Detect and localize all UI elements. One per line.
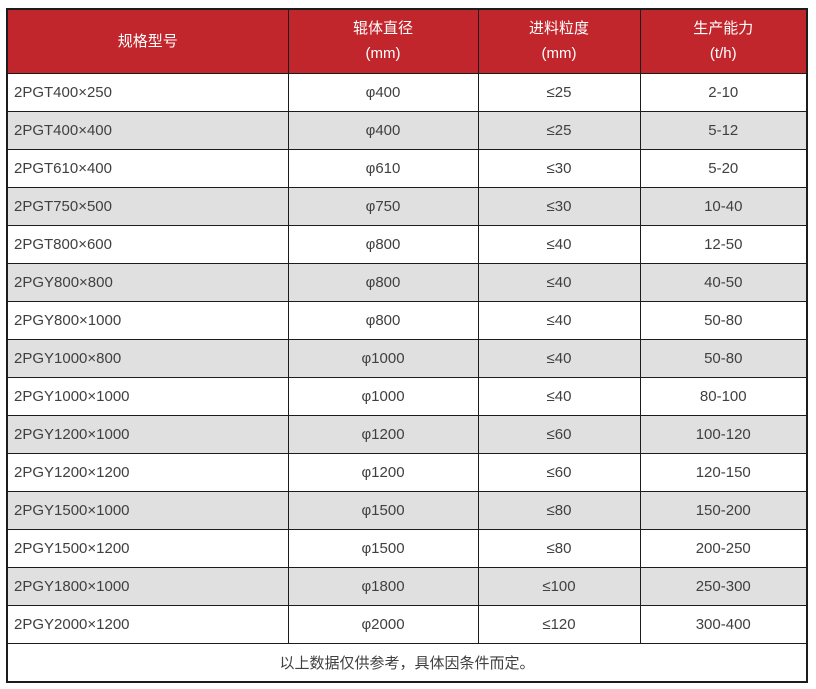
col-header-model-title: 规格型号	[117, 32, 178, 50]
cell-roller-diameter: φ800	[287, 224, 479, 264]
cell-capacity: 150-200	[639, 490, 808, 530]
cell-feed-size: ≤25	[477, 72, 641, 112]
col-header-model: 规格型号	[6, 8, 289, 74]
cell-feed-size: ≤60	[477, 452, 641, 492]
cell-feed-size: ≤25	[477, 110, 641, 150]
header-row: 规格型号 辊体直径 (mm) 进料粒度 (mm) 生产能力 (t/h)	[6, 8, 808, 74]
col-header-roller-diameter: 辊体直径 (mm)	[287, 8, 479, 74]
cell-capacity: 100-120	[639, 414, 808, 454]
cell-model: 2PGY1200×1000	[6, 414, 289, 454]
spec-table-body: 2PGT400×250 φ400 ≤25 2-10 2PGT400×400 φ400 ≤25…	[6, 72, 808, 644]
table-row: 2PGY1200×1200 φ1200 ≤60 120-150	[6, 452, 808, 492]
table-row: 2PGY1000×800 φ1000 ≤40 50-80	[6, 338, 808, 378]
spec-table: 规格型号 辊体直径 (mm) 进料粒度 (mm) 生产能力 (t/h) 2PGT…	[6, 8, 808, 683]
cell-feed-size: ≤80	[477, 490, 641, 530]
cell-feed-size: ≤80	[477, 528, 641, 568]
col-header-capacity-unit: (t/h)	[709, 45, 737, 63]
cell-model: 2PGY2000×1200	[6, 604, 289, 644]
cell-feed-size: ≤40	[477, 376, 641, 416]
table-row: 2PGY2000×1200 φ2000 ≤120 300-400	[6, 604, 808, 644]
cell-roller-diameter: φ400	[287, 110, 479, 150]
cell-capacity: 12-50	[639, 224, 808, 264]
cell-roller-diameter: φ610	[287, 148, 479, 188]
cell-feed-size: ≤30	[477, 148, 641, 188]
cell-capacity: 120-150	[639, 452, 808, 492]
col-header-capacity: 生产能力 (t/h)	[639, 8, 808, 74]
table-row: 2PGY1000×1000 φ1000 ≤40 80-100	[6, 376, 808, 416]
cell-roller-diameter: φ800	[287, 300, 479, 340]
table-row: 2PGT610×400 φ610 ≤30 5-20	[6, 148, 808, 188]
cell-capacity: 80-100	[639, 376, 808, 416]
cell-roller-diameter: φ1800	[287, 566, 479, 606]
table-footnote: 以上数据仅供参考，具体因条件而定。	[6, 642, 808, 683]
spec-table-header: 规格型号 辊体直径 (mm) 进料粒度 (mm) 生产能力 (t/h)	[6, 8, 808, 74]
cell-feed-size: ≤30	[477, 186, 641, 226]
table-row: 2PGY1800×1000 φ1800 ≤100 250-300	[6, 566, 808, 606]
cell-roller-diameter: φ1500	[287, 528, 479, 568]
cell-model: 2PGY800×1000	[6, 300, 289, 340]
cell-roller-diameter: φ1200	[287, 414, 479, 454]
table-row: 2PGY1500×1200 φ1500 ≤80 200-250	[6, 528, 808, 568]
table-row: 2PGY800×800 φ800 ≤40 40-50	[6, 262, 808, 302]
table-row: 2PGT400×400 φ400 ≤25 5-12	[6, 110, 808, 150]
cell-model: 2PGY1200×1200	[6, 452, 289, 492]
cell-model: 2PGY1000×800	[6, 338, 289, 378]
cell-model: 2PGY800×800	[6, 262, 289, 302]
cell-model: 2PGT800×600	[6, 224, 289, 264]
cell-model: 2PGT610×400	[6, 148, 289, 188]
col-header-roller-diameter-title: 辊体直径	[352, 20, 413, 38]
cell-capacity: 5-20	[639, 148, 808, 188]
col-header-feed-size-title: 进料粒度	[528, 20, 589, 38]
cell-model: 2PGY1500×1200	[6, 528, 289, 568]
table-row: 2PGY800×1000 φ800 ≤40 50-80	[6, 300, 808, 340]
table-row: 2PGT750×500 φ750 ≤30 10-40	[6, 186, 808, 226]
col-header-feed-size: 进料粒度 (mm)	[477, 8, 641, 74]
cell-capacity: 2-10	[639, 72, 808, 112]
cell-capacity: 50-80	[639, 338, 808, 378]
cell-roller-diameter: φ2000	[287, 604, 479, 644]
col-header-roller-diameter-unit: (mm)	[365, 45, 401, 63]
cell-feed-size: ≤100	[477, 566, 641, 606]
cell-roller-diameter: φ750	[287, 186, 479, 226]
cell-model: 2PGT400×250	[6, 72, 289, 112]
col-header-feed-size-unit: (mm)	[541, 45, 577, 63]
cell-feed-size: ≤40	[477, 224, 641, 264]
cell-feed-size: ≤40	[477, 300, 641, 340]
spec-table-footer: 以上数据仅供参考，具体因条件而定。	[6, 642, 808, 683]
col-header-capacity-title: 生产能力	[693, 20, 754, 38]
cell-feed-size: ≤120	[477, 604, 641, 644]
cell-capacity: 300-400	[639, 604, 808, 644]
cell-capacity: 10-40	[639, 186, 808, 226]
cell-roller-diameter: φ800	[287, 262, 479, 302]
cell-model: 2PGY1800×1000	[6, 566, 289, 606]
footnote-row: 以上数据仅供参考，具体因条件而定。	[6, 642, 808, 683]
cell-model: 2PGY1000×1000	[6, 376, 289, 416]
cell-feed-size: ≤40	[477, 338, 641, 378]
cell-feed-size: ≤60	[477, 414, 641, 454]
cell-capacity: 50-80	[639, 300, 808, 340]
table-row: 2PGY1500×1000 φ1500 ≤80 150-200	[6, 490, 808, 530]
cell-roller-diameter: φ1000	[287, 338, 479, 378]
cell-roller-diameter: φ1000	[287, 376, 479, 416]
cell-roller-diameter: φ1200	[287, 452, 479, 492]
cell-roller-diameter: φ1500	[287, 490, 479, 530]
cell-model: 2PGT400×400	[6, 110, 289, 150]
table-row: 2PGT800×600 φ800 ≤40 12-50	[6, 224, 808, 264]
cell-model: 2PGT750×500	[6, 186, 289, 226]
cell-feed-size: ≤40	[477, 262, 641, 302]
cell-capacity: 200-250	[639, 528, 808, 568]
cell-capacity: 250-300	[639, 566, 808, 606]
table-row: 2PGY1200×1000 φ1200 ≤60 100-120	[6, 414, 808, 454]
cell-capacity: 5-12	[639, 110, 808, 150]
cell-capacity: 40-50	[639, 262, 808, 302]
table-row: 2PGT400×250 φ400 ≤25 2-10	[6, 72, 808, 112]
cell-model: 2PGY1500×1000	[6, 490, 289, 530]
cell-roller-diameter: φ400	[287, 72, 479, 112]
